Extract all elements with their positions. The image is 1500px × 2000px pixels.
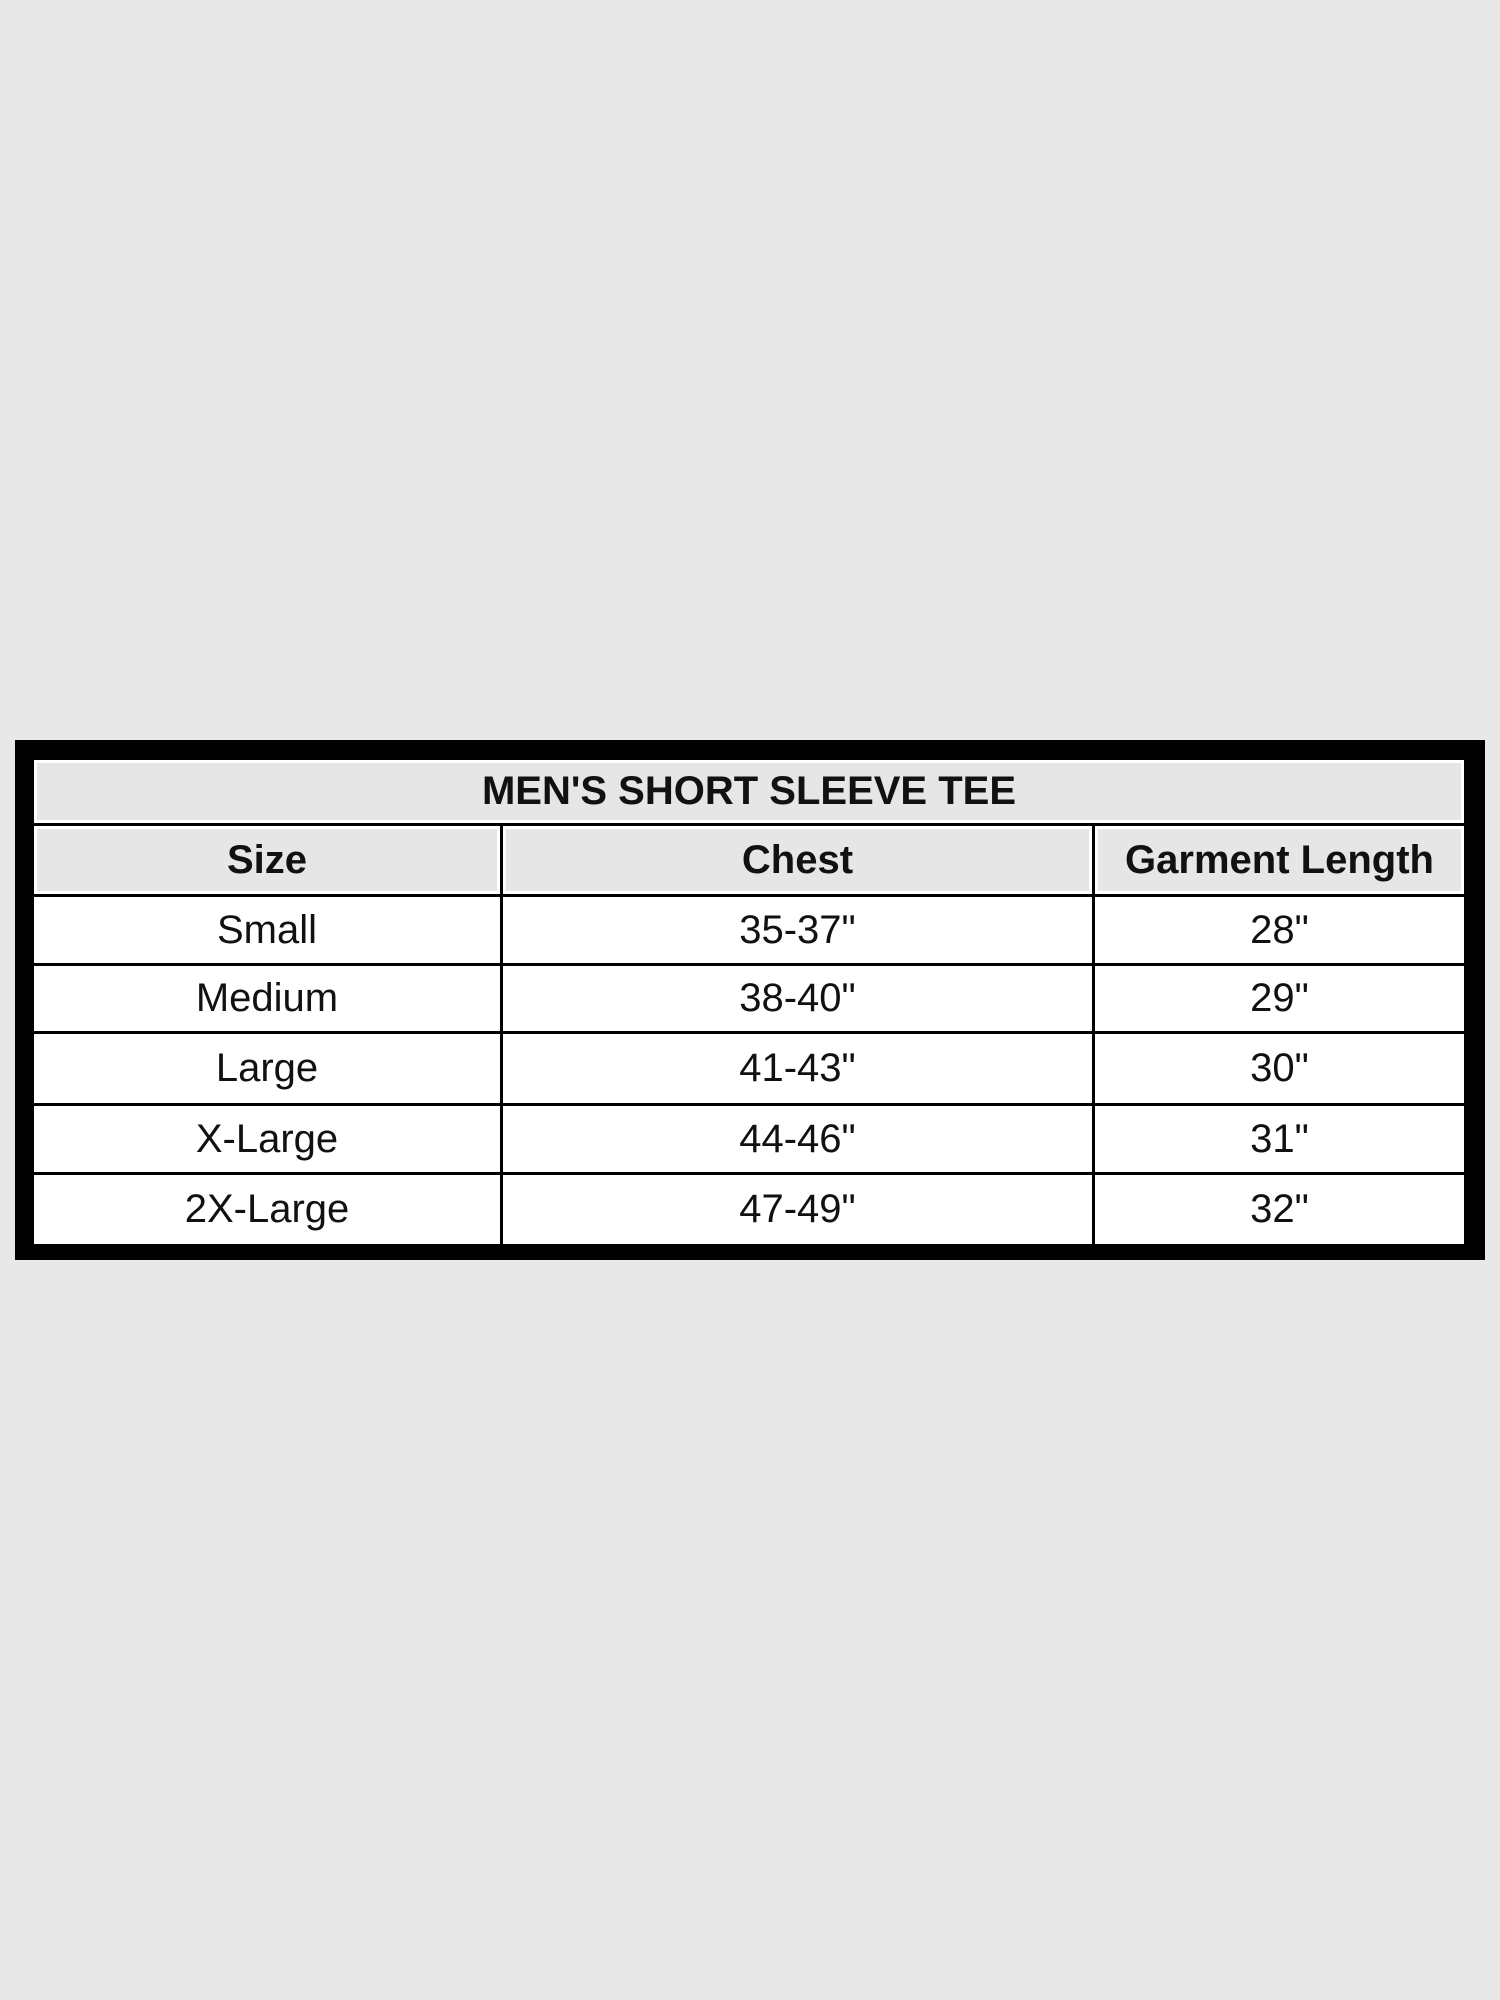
header-size: Size xyxy=(34,826,500,894)
size-cell: Large xyxy=(34,1034,500,1103)
header-chest: Chest xyxy=(503,826,1092,894)
size-cell: X-Large xyxy=(34,1106,500,1172)
garment-length-cell: 30" xyxy=(1095,1034,1464,1103)
size-cell: Medium xyxy=(34,966,500,1031)
size-cell: Small xyxy=(34,897,500,963)
chest-cell: 38-40" xyxy=(503,966,1092,1031)
garment-length-cell: 29" xyxy=(1095,966,1464,1031)
chest-cell: 44-46" xyxy=(503,1106,1092,1172)
garment-length-cell: 28" xyxy=(1095,897,1464,963)
chest-cell: 35-37" xyxy=(503,897,1092,963)
garment-length-cell: 32" xyxy=(1095,1175,1464,1244)
chest-cell: 47-49" xyxy=(503,1175,1092,1244)
garment-length-cell: 31" xyxy=(1095,1106,1464,1172)
table-title: MEN'S SHORT SLEEVE TEE xyxy=(34,760,1464,823)
header-garment-length: Garment Length xyxy=(1095,826,1464,894)
size-cell: 2X-Large xyxy=(34,1175,500,1244)
chest-cell: 41-43" xyxy=(503,1034,1092,1103)
